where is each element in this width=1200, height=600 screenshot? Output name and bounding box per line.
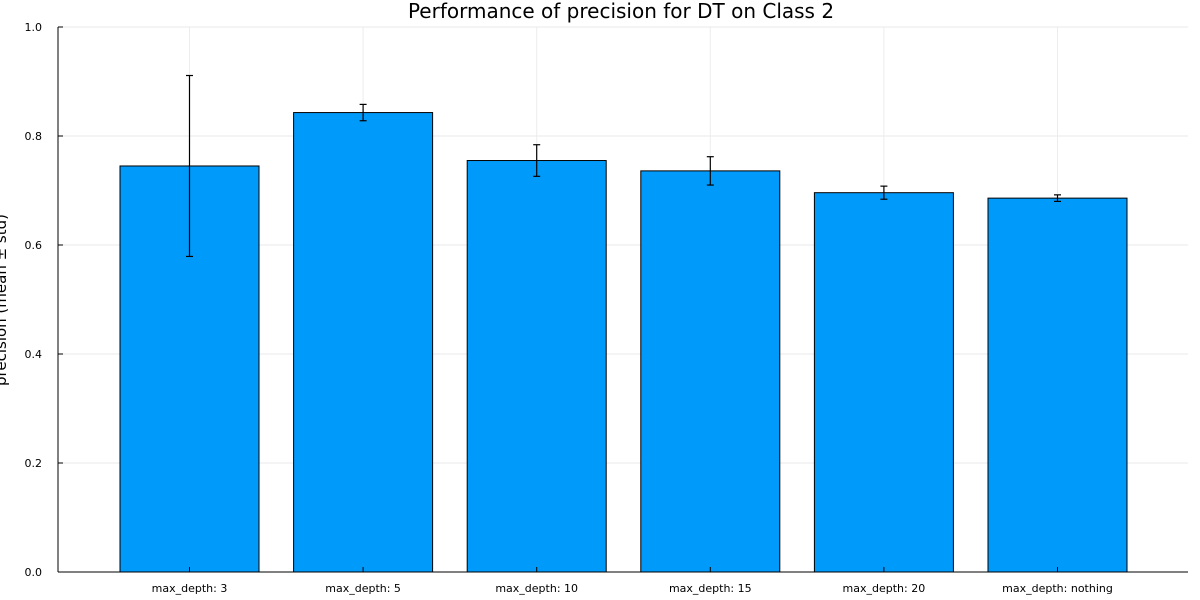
y-tick-label: 0.2 bbox=[25, 457, 43, 470]
bar bbox=[813, 192, 954, 573]
y-tick-label: 0.4 bbox=[25, 348, 43, 361]
x-tick-label: max_depth: 5 bbox=[325, 582, 401, 595]
error-bar bbox=[1054, 194, 1061, 202]
bar bbox=[987, 197, 1128, 573]
axes bbox=[57, 26, 1188, 573]
error-bar bbox=[533, 144, 541, 177]
x-tick-label: max_depth: 20 bbox=[843, 582, 926, 595]
x-tick-label: max_depth: 3 bbox=[152, 582, 228, 595]
tick-labels: 0.0 0.2 0.4 0.6 0.8 1.0 max_depth: 3 max_depth:… bbox=[25, 21, 1113, 595]
y-tick-label: 0.0 bbox=[25, 566, 43, 579]
y-tick-label: 0.8 bbox=[25, 130, 43, 143]
x-tick-label: max_depth: 10 bbox=[495, 582, 578, 595]
y-tick-label: 0.6 bbox=[25, 239, 43, 252]
error-bar bbox=[186, 74, 193, 258]
error-bar bbox=[359, 103, 367, 122]
bars bbox=[119, 112, 1128, 573]
chart-title: Performance of precision for DT on Class… bbox=[408, 0, 834, 23]
y-tick-label: 1.0 bbox=[25, 21, 43, 34]
bar bbox=[466, 160, 607, 573]
bar bbox=[293, 112, 434, 573]
error-bar bbox=[706, 156, 714, 186]
error-bars bbox=[186, 74, 1061, 258]
y-axis-label: precision (mean ± std) bbox=[0, 214, 10, 386]
x-tick-label: max_depth: 15 bbox=[669, 582, 752, 595]
x-tick-label: max_depth: nothing bbox=[1002, 582, 1113, 595]
error-bar bbox=[880, 185, 888, 200]
bar bbox=[640, 170, 781, 573]
